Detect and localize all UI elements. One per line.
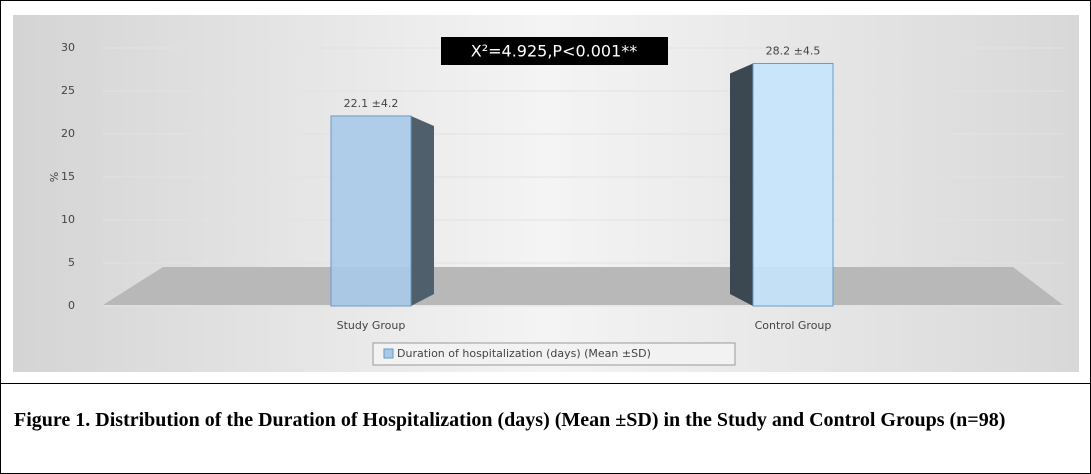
annotation-box xyxy=(441,37,668,65)
y-tick-label: 20 xyxy=(61,127,75,140)
y-tick-label: 25 xyxy=(61,84,75,97)
bar xyxy=(330,115,412,307)
annotation: X²=4.925,P<0.001** xyxy=(471,42,638,61)
y-tick-label: 5 xyxy=(68,256,75,269)
y-axis-label: % xyxy=(48,172,61,182)
value-label: 22.1 ±4.2 xyxy=(344,97,399,110)
y-tick-label: 30 xyxy=(61,41,75,54)
bar-side xyxy=(411,115,434,306)
x-tick-label: Study Group xyxy=(337,319,406,332)
legend-swatch xyxy=(383,348,394,359)
value-label: 28.2 ±4.5 xyxy=(766,44,821,57)
floor xyxy=(103,267,1063,305)
x-tick-label: Control Group xyxy=(755,319,832,332)
caption: Figure 1. Distribution of the Duration o… xyxy=(14,409,1006,431)
separator xyxy=(1,383,1090,384)
legend-label: Duration of hospitalization (days) (Mean… xyxy=(397,347,651,360)
y-tick-label: 0 xyxy=(68,299,75,312)
chart: 0 5 10 15 20 25 30% X²=4.925,P<0.001** Study Gro… xyxy=(13,15,1079,372)
legend-box xyxy=(372,342,736,366)
bar-side xyxy=(730,63,753,307)
y-tick-label: 10 xyxy=(61,213,75,226)
y-tick-label: 15 xyxy=(61,170,75,183)
bar xyxy=(752,62,834,307)
chart-background xyxy=(13,15,1079,372)
